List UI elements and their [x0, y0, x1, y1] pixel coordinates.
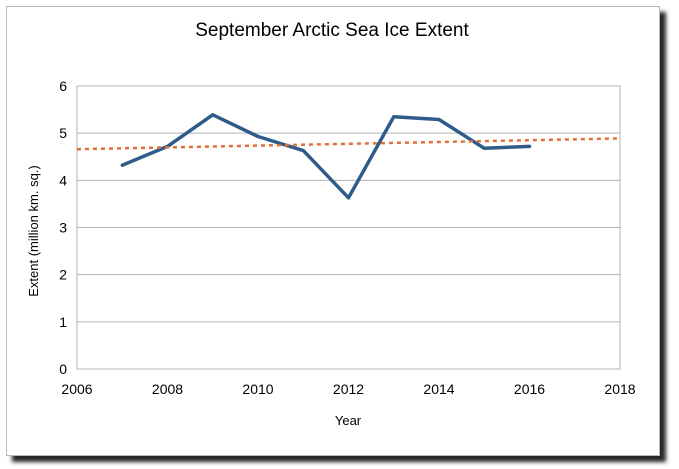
- plot-area-border: [76, 85, 621, 370]
- y-tick-labels: 0 1 2 3 4 5 6: [59, 78, 67, 377]
- trend-line: [76, 137, 621, 151]
- y-tick-label: 2: [59, 267, 67, 283]
- x-axis-label: Year: [335, 413, 362, 428]
- x-tick-label: 2006: [61, 381, 92, 397]
- x-tick-label: 2016: [514, 381, 545, 397]
- extent-line: [120, 113, 532, 200]
- x-tick-label: 2018: [604, 381, 635, 397]
- y-tick-label: 1: [59, 314, 67, 330]
- y-tick-label: 4: [59, 172, 67, 188]
- y-axis-label: Extent (million km. sq.): [26, 165, 41, 296]
- y-tick-label: 6: [59, 78, 67, 94]
- x-tick-label: 2012: [333, 381, 364, 397]
- chart-frame: [6, 6, 660, 456]
- x-tick-label: 2014: [423, 381, 454, 397]
- y-tick-label: 5: [59, 125, 67, 141]
- x-tick-labels: 2006 2008 2010 2012 2014 2016 2018: [61, 381, 635, 397]
- gridlines: [77, 85, 620, 370]
- chart-title: September Arctic Sea Ice Extent: [195, 20, 469, 41]
- x-tick-label: 2008: [152, 381, 183, 397]
- y-tick-label: 0: [59, 361, 67, 377]
- y-tick-label: 3: [59, 220, 67, 236]
- series-lines: [76, 113, 621, 200]
- x-tick-label: 2010: [242, 381, 273, 397]
